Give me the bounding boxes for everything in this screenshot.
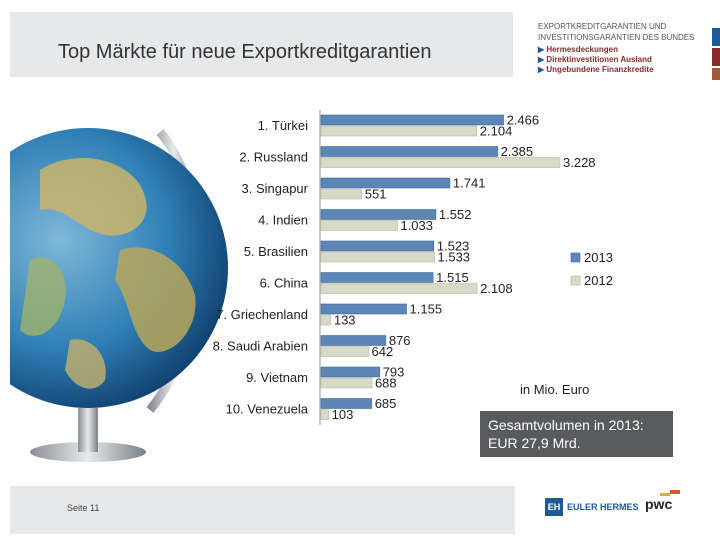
data-label-2013: 1.552 [439, 207, 472, 222]
bar-2012 [320, 157, 561, 168]
triangle-icon: ▶ [538, 55, 545, 64]
category-label: 1. Türkei [258, 118, 308, 133]
triangle-icon: ▶ [538, 65, 545, 74]
category-label: 8. Saudi Arabien [213, 339, 308, 354]
bar-2013 [320, 240, 435, 252]
data-label-2013: 2.466 [507, 113, 540, 128]
legend-swatch-2012 [570, 275, 581, 286]
total-line-2: EUR 27,9 Mrd. [488, 435, 581, 451]
euler-hermes-logo-text: EULER HERMES [567, 502, 639, 512]
pwc-logo-text: pwc [645, 496, 673, 512]
bar-2013 [320, 114, 504, 126]
brand-line-1: EXPORTKREDITGARANTIEN UND [538, 22, 667, 31]
pwc-logo-mark-icon [660, 490, 680, 496]
bar-2012 [320, 377, 373, 389]
data-label-2013: 1.515 [436, 270, 469, 285]
data-label-2012: 133 [334, 313, 356, 328]
data-label-2013: 1.155 [410, 302, 443, 317]
bar-2012 [320, 188, 363, 200]
brand-item-hermes: ▶ Hermesdeckungen [538, 45, 618, 54]
brand-item-label: Direktinvestitionen Ausland [546, 55, 652, 64]
data-label-2013: 876 [389, 333, 411, 348]
bar-2013 [320, 303, 407, 315]
data-label-2013: 685 [375, 396, 397, 411]
bar-2013 [320, 177, 451, 189]
data-label-2012: 3.228 [563, 155, 596, 170]
total-volume-box: Gesamtvolumen in 2013: EUR 27,9 Mrd. [480, 411, 673, 457]
title-band [10, 12, 513, 77]
bar-2012 [320, 283, 478, 294]
slide-body: 1. Türkei 2.466 2.104 2. Russland 2.385 3.228… [10, 80, 720, 485]
data-label-2012: 642 [372, 344, 394, 359]
category-label: 6. China [260, 276, 309, 291]
globe-illustration [10, 128, 228, 462]
data-label-2012: 688 [375, 376, 397, 391]
brown-square-icon [712, 68, 720, 86]
euler-hermes-logo-icon: EH [545, 498, 563, 516]
slide-footer: Seite 11 EH EULER HERMES pwc [10, 486, 710, 534]
bar-2013 [320, 272, 434, 283]
legend-label-2013: 2013 [584, 250, 613, 265]
triangle-icon: ▶ [538, 45, 545, 54]
category-label: 5. Brasilien [244, 244, 308, 259]
slide-title: Top Märkte für neue Exportkreditgarantie… [58, 41, 432, 63]
red-square-icon [712, 48, 720, 66]
category-label: 4. Indien [258, 213, 308, 228]
bar-2012 [320, 314, 332, 326]
blue-square-icon [712, 28, 720, 46]
bar-2012 [320, 251, 435, 263]
bar-2013 [320, 146, 498, 157]
data-label-2012: 1.033 [400, 218, 433, 233]
brand-item-direkt: ▶ Direktinvestitionen Ausland [538, 55, 652, 64]
category-label: 7. Griechenland [216, 307, 308, 322]
bar-2013 [320, 209, 437, 220]
globe-stand [78, 408, 98, 452]
brand-item-label: Hermesdeckungen [546, 45, 618, 54]
unit-label: in Mio. Euro [520, 382, 590, 397]
brand-item-label: Ungebundene Finanzkredite [546, 65, 654, 74]
data-label-2013: 1.523 [437, 239, 470, 254]
category-label: 9. Vietnam [246, 370, 308, 385]
data-label-2012: 2.104 [480, 124, 513, 139]
bar-2013 [320, 366, 381, 378]
bar-2013 [320, 398, 373, 409]
data-label-2012: 2.108 [480, 281, 513, 296]
slide-header: Top Märkte für neue Exportkreditgarantie… [0, 0, 720, 86]
total-line-1: Gesamtvolumen in 2013: [488, 417, 644, 433]
bar-2012 [320, 220, 398, 231]
page-number: Seite 11 [67, 503, 100, 513]
bar-2012 [320, 346, 369, 357]
footer-logos: EH EULER HERMES pwc [515, 486, 710, 534]
brand-squares [712, 12, 720, 86]
data-label-2012: 551 [365, 187, 387, 202]
category-label: 3. Singapur [242, 181, 309, 196]
data-label-2013: 793 [383, 365, 405, 380]
brand-item-finanz: ▶ Ungebundene Finanzkredite [538, 65, 654, 74]
brand-block: EXPORTKREDITGARANTIEN UND INVESTITIONSGA… [520, 12, 710, 77]
data-label-2013: 2.385 [501, 144, 534, 159]
legend-label-2012: 2012 [584, 273, 613, 288]
category-label: 2. Russland [239, 150, 308, 165]
brand-line-2: INVESTITIONSGARANTIEN DES BUNDES [538, 33, 695, 42]
bar-2012 [320, 409, 329, 420]
data-label-2013: 1.741 [453, 176, 486, 191]
data-label-2012: 1.533 [438, 250, 471, 265]
bar-2013 [320, 335, 387, 346]
category-label: 10. Venezuela [226, 402, 309, 417]
bar-2012 [320, 125, 478, 137]
data-label-2012: 103 [332, 407, 354, 422]
legend-swatch-2013 [570, 252, 581, 263]
